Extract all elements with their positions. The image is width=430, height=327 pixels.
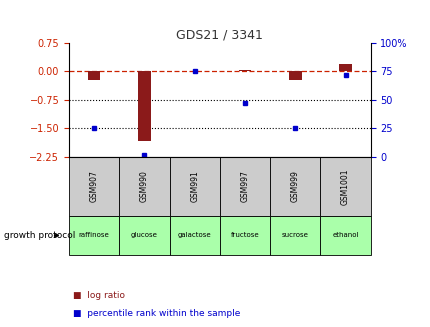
Text: GSM907: GSM907 [89, 170, 98, 202]
Bar [119, 157, 169, 216]
Bar [288, 71, 301, 79]
Text: growth protocol: growth protocol [4, 231, 76, 240]
Bar [270, 216, 319, 255]
Text: ■  log ratio: ■ log ratio [73, 291, 125, 301]
Bar [319, 157, 370, 216]
Text: GSM990: GSM990 [140, 170, 148, 202]
Bar [69, 157, 119, 216]
Text: GSM991: GSM991 [190, 170, 199, 202]
Text: sucrose: sucrose [281, 232, 308, 238]
Text: ■  percentile rank within the sample: ■ percentile rank within the sample [73, 309, 240, 318]
Text: glucose: glucose [131, 232, 157, 238]
Bar [338, 64, 351, 71]
Bar [88, 71, 100, 79]
Text: GSM999: GSM999 [290, 170, 299, 202]
Bar [69, 216, 119, 255]
Bar [119, 216, 169, 255]
Title: GDS21 / 3341: GDS21 / 3341 [176, 28, 263, 41]
Text: ethanol: ethanol [332, 232, 358, 238]
Bar [270, 157, 319, 216]
Bar [169, 216, 219, 255]
Bar [219, 157, 270, 216]
Text: galactose: galactose [178, 232, 211, 238]
Bar [219, 216, 270, 255]
Text: GSM997: GSM997 [240, 170, 249, 202]
Bar [238, 70, 251, 71]
Text: fructose: fructose [230, 232, 259, 238]
Bar [319, 216, 370, 255]
Bar [169, 157, 219, 216]
Text: raffinose: raffinose [79, 232, 109, 238]
Text: GSM1001: GSM1001 [340, 168, 349, 205]
Bar [138, 71, 150, 141]
